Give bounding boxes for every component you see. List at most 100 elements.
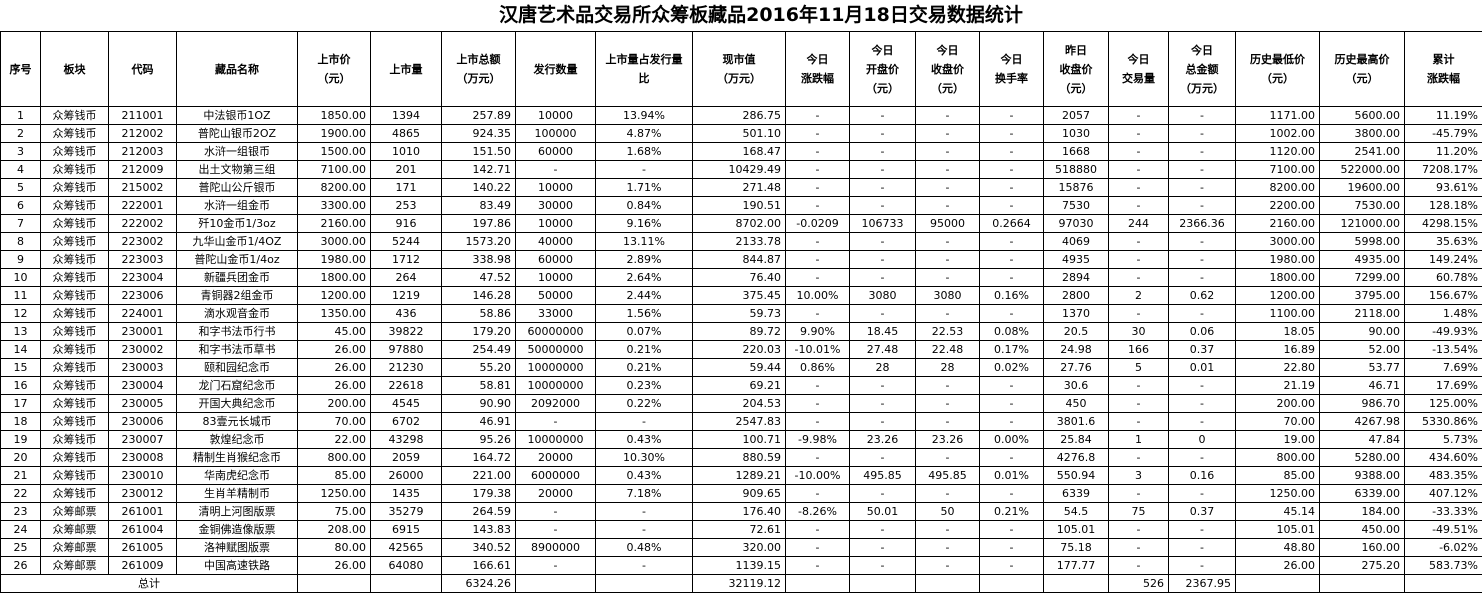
table-row: 15 众筹钱币 230003 颐和园纪念币 26.00 21230 55.20 1000000… [0, 358, 1482, 377]
table-cell: 25.84 [1043, 430, 1109, 449]
table-cell: 众筹钱币 [40, 448, 109, 467]
table-cell: 5.73% [1404, 430, 1482, 449]
table-cell: 2547.83 [692, 412, 786, 431]
table-cell: 24.98 [1043, 340, 1109, 359]
table-cell: - [915, 160, 980, 179]
table-cell: 100000 [515, 124, 596, 143]
table-cell: - [595, 520, 693, 539]
table-cell: 3795.00 [1319, 286, 1405, 305]
table-cell: 众筹钱币 [40, 286, 109, 305]
table-cell: 1.68% [595, 142, 693, 161]
table-cell: - [979, 484, 1044, 503]
table-cell: 13.11% [595, 232, 693, 251]
table-cell: - [915, 196, 980, 215]
table-cell: 95.26 [441, 430, 516, 449]
table-cell: 22618 [370, 376, 442, 395]
table-cell: - [785, 448, 850, 467]
table-cell: 1010 [370, 142, 442, 161]
table-cell: 46.71 [1319, 376, 1405, 395]
table-cell: 1.71% [595, 178, 693, 197]
table-cell: 5 [1108, 358, 1169, 377]
table-cell: 166 [1108, 340, 1169, 359]
table-cell: - [1168, 196, 1236, 215]
table-cell: - [1168, 232, 1236, 251]
column-header: 今日 开盘价 （元） [849, 31, 916, 107]
table-cell: 518880 [1043, 160, 1109, 179]
table-cell: - [849, 538, 916, 557]
table-cell: - [915, 484, 980, 503]
table-cell: 59.44 [692, 358, 786, 377]
table-cell: 254.49 [441, 340, 516, 359]
table-cell: 230001 [108, 322, 177, 341]
table-cell: 洛神赋图版票 [176, 538, 298, 557]
table-cell: 50.01 [849, 502, 916, 521]
table-cell: 0.86% [785, 358, 850, 377]
table-cell: 1 [1108, 430, 1169, 449]
table-cell: 58.86 [441, 304, 516, 323]
table-cell: 0.43% [595, 466, 693, 485]
table-cell: 177.77 [1043, 556, 1109, 575]
table-cell: - [1108, 178, 1169, 197]
column-header: 今日 涨跌幅 [785, 31, 850, 107]
table-cell: - [979, 232, 1044, 251]
table-cell: - [915, 232, 980, 251]
table-cell: 30.6 [1043, 376, 1109, 395]
table-cell: 275.20 [1319, 556, 1405, 575]
table-cell: 230003 [108, 358, 177, 377]
table-cell: - [849, 376, 916, 395]
table-cell: - [785, 178, 850, 197]
total-cell-empty [297, 574, 371, 593]
table-cell: 7530 [1043, 196, 1109, 215]
table-cell: 17 [0, 394, 41, 413]
table-cell: 140.22 [441, 178, 516, 197]
table-cell: 1712 [370, 250, 442, 269]
table-cell: 42565 [370, 538, 442, 557]
table-cell: 55.20 [441, 358, 516, 377]
table-cell: - [849, 556, 916, 575]
table-cell: 众筹钱币 [40, 430, 109, 449]
table-cell: - [849, 268, 916, 287]
column-header: 上市总额 （万元） [441, 31, 516, 107]
table-cell: 450.00 [1319, 520, 1405, 539]
table-cell: 35.63% [1404, 232, 1482, 251]
table-cell: - [515, 520, 596, 539]
table-cell: 1030 [1043, 124, 1109, 143]
table-cell: 4276.8 [1043, 448, 1109, 467]
table-cell: 100.71 [692, 430, 786, 449]
total-row: 总计 6324.26 32119.12 526 2367.95 [0, 574, 1482, 593]
table-cell: 220.03 [692, 340, 786, 359]
table-row: 3 众筹钱币 212003 水浒一组银币 1500.00 1010 151.50 60000 1… [0, 142, 1482, 161]
table-cell: 0.21% [979, 502, 1044, 521]
table-cell: - [979, 178, 1044, 197]
table-cell: 7530.00 [1319, 196, 1405, 215]
table-cell: - [1108, 106, 1169, 125]
table-cell: 261001 [108, 502, 177, 521]
table-cell: 7299.00 [1319, 268, 1405, 287]
table-cell: 8 [0, 232, 41, 251]
table-cell: 43298 [370, 430, 442, 449]
table-cell: 5600.00 [1319, 106, 1405, 125]
table-cell: 844.87 [692, 250, 786, 269]
table-cell: 19600.00 [1319, 178, 1405, 197]
table-cell: - [785, 250, 850, 269]
table-cell: - [1168, 520, 1236, 539]
table-row: 18 众筹钱币 230006 83壹元长城币 70.00 6702 46.91- -2547.… [0, 412, 1482, 431]
table-cell: - [915, 412, 980, 431]
table-cell: 924.35 [441, 124, 516, 143]
column-header: 序号 [0, 31, 41, 107]
table-cell: 212009 [108, 160, 177, 179]
table-cell: 224001 [108, 304, 177, 323]
table-cell: - [849, 232, 916, 251]
header-row: 序号 板块 代码 藏品名称 上市价 （元） 上市量 上市总额 （万元） 发行数量 上市量占发行量… [0, 31, 1482, 107]
table-cell: - [979, 268, 1044, 287]
table-cell: 230005 [108, 394, 177, 413]
table-cell: - [1168, 412, 1236, 431]
table-cell: - [785, 304, 850, 323]
total-market-value: 32119.12 [692, 574, 786, 593]
table-cell: 众筹邮票 [40, 502, 109, 521]
table-cell: 0.37 [1168, 340, 1236, 359]
table-cell: 1435 [370, 484, 442, 503]
table-cell: 7.69% [1404, 358, 1482, 377]
table-cell: 0.48% [595, 538, 693, 557]
column-header: 代码 [108, 31, 177, 107]
